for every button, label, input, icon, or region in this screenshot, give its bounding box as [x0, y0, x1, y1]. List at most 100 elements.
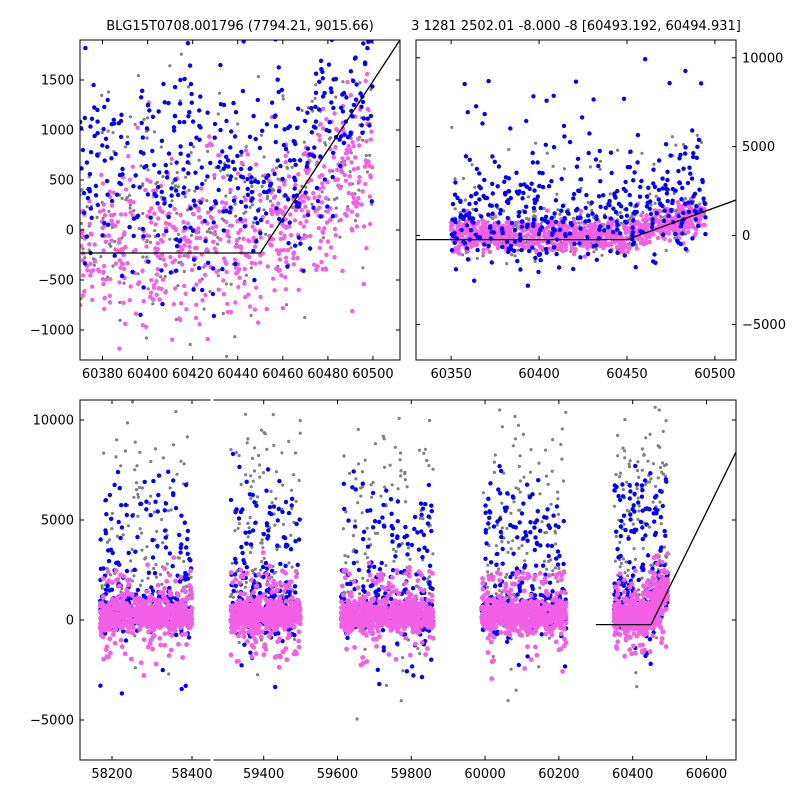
- top-right-point-blue: [549, 215, 554, 221]
- bottom-point-gray: [259, 428, 264, 432]
- top-right-point-blue: [571, 191, 577, 197]
- bottom-point-blue: [119, 691, 125, 696]
- top-left-point-magenta: [345, 207, 350, 212]
- bottom-point-magenta: [118, 572, 123, 578]
- bottom-point-blue: [103, 531, 109, 536]
- bottom-point-gray: [105, 566, 109, 571]
- top-right-point-blue: [578, 255, 583, 260]
- bottom-point-magenta: [167, 572, 173, 578]
- top-left-point-gray: [85, 205, 89, 209]
- top-left-point-blue: [115, 192, 120, 197]
- top-left-point-blue: [239, 149, 244, 154]
- top-right-point-blue: [660, 203, 665, 209]
- top-right-point-blue: [603, 205, 608, 210]
- bottom-point-magenta: [115, 576, 121, 582]
- top-right-point-gray: [481, 254, 485, 258]
- bottom-point-gray: [140, 548, 144, 552]
- bottom-point-magenta: [272, 580, 277, 586]
- top-left-point-blue: [341, 140, 346, 146]
- top-right-point-blue: [490, 211, 495, 216]
- bottom-point-magenta: [176, 618, 181, 624]
- bottom-point-gray: [281, 483, 285, 487]
- top-right-point-magenta: [569, 246, 574, 251]
- top-right-point-blue: [615, 188, 620, 194]
- top-right-point-blue: [472, 278, 477, 283]
- top-left-point-blue: [181, 190, 186, 196]
- top-left-point-magenta: [101, 263, 107, 269]
- top-right-point-blue: [677, 156, 682, 161]
- top-left-point-gray: [204, 178, 208, 182]
- top-left-point-magenta: [342, 172, 347, 178]
- bottom-point-gray: [298, 431, 302, 435]
- top-left-point-gray: [161, 175, 165, 179]
- top-left-point-blue: [296, 204, 301, 209]
- top-left-point-blue: [164, 169, 169, 175]
- top-left-point-blue: [199, 165, 204, 170]
- bottom-point-gray: [249, 474, 253, 478]
- bottom-point-gray: [149, 494, 153, 498]
- bottom-point-gray: [260, 538, 264, 542]
- top-right-point-blue: [538, 258, 543, 263]
- bottom-point-gray: [149, 459, 153, 464]
- top-left-point-magenta: [196, 208, 201, 213]
- top-left-point-magenta: [101, 224, 107, 229]
- top-left-point-blue: [255, 220, 260, 226]
- top-right-point-blue: [465, 110, 470, 115]
- top-left-point-blue: [247, 134, 253, 139]
- bottom-point-magenta: [230, 580, 236, 586]
- top-right-point-gray: [510, 253, 514, 257]
- top-left-point-blue: [268, 181, 274, 186]
- top-left-point-magenta: [169, 156, 174, 162]
- bottom-point-blue: [150, 555, 156, 560]
- top-right-point-blue: [651, 167, 656, 172]
- top-left-point-blue: [249, 175, 254, 180]
- top-right-point-magenta: [590, 228, 595, 233]
- top-right-point-blue: [591, 97, 596, 102]
- bottom-point-magenta: [134, 612, 139, 617]
- top-left-point-magenta: [155, 241, 161, 246]
- top-right-point-gray: [542, 206, 546, 211]
- top-left-point-magenta: [347, 174, 352, 179]
- top-left-point-blue: [362, 60, 368, 65]
- top-right-point-gray: [653, 201, 657, 205]
- top-left-point-blue: [232, 134, 238, 139]
- top-right-point-magenta: [563, 247, 568, 253]
- top-right-point-magenta: [662, 236, 667, 241]
- top-left-point-magenta: [247, 254, 252, 260]
- bottom-point-blue: [117, 486, 123, 491]
- top-left-point-magenta: [80, 293, 86, 298]
- top-left-point-magenta: [318, 122, 323, 127]
- top-left-point-magenta: [288, 212, 293, 217]
- top-right-point-blue: [546, 184, 552, 189]
- top-right-point-blue: [498, 211, 503, 216]
- top-left-point-gray: [220, 217, 224, 221]
- top-left-point-blue: [131, 184, 136, 189]
- top-right-point-blue: [583, 219, 588, 224]
- top-left-point-magenta: [247, 304, 253, 309]
- bottom-point-magenta: [125, 591, 131, 597]
- bottom-point-gray: [136, 492, 140, 496]
- top-right-point-blue: [638, 229, 643, 234]
- top-right-point-blue: [508, 126, 513, 131]
- top-left-point-blue: [88, 150, 94, 155]
- top-left-point-blue: [353, 97, 359, 102]
- top-right-point-blue: [665, 169, 670, 174]
- top-right-point-blue: [613, 195, 618, 200]
- top-right-point-blue: [670, 198, 675, 203]
- top-left-point-blue: [233, 110, 239, 115]
- bottom-point-blue: [98, 537, 103, 542]
- top-right-point-blue: [633, 265, 638, 270]
- top-left-point-magenta: [276, 251, 281, 256]
- top-right-point-blue: [450, 201, 456, 207]
- bottom-point-gray: [105, 540, 109, 545]
- bottom-point-magenta: [178, 625, 184, 631]
- top-left-point-magenta: [92, 242, 97, 247]
- bottom-point-magenta: [161, 594, 167, 599]
- top-right-point-magenta: [622, 223, 627, 228]
- top-left-point-blue: [80, 147, 86, 153]
- top-left-point-blue: [188, 141, 194, 147]
- top-right-point-blue: [685, 180, 691, 186]
- top-left-point-blue: [117, 172, 123, 178]
- top-left-point-magenta: [121, 266, 127, 272]
